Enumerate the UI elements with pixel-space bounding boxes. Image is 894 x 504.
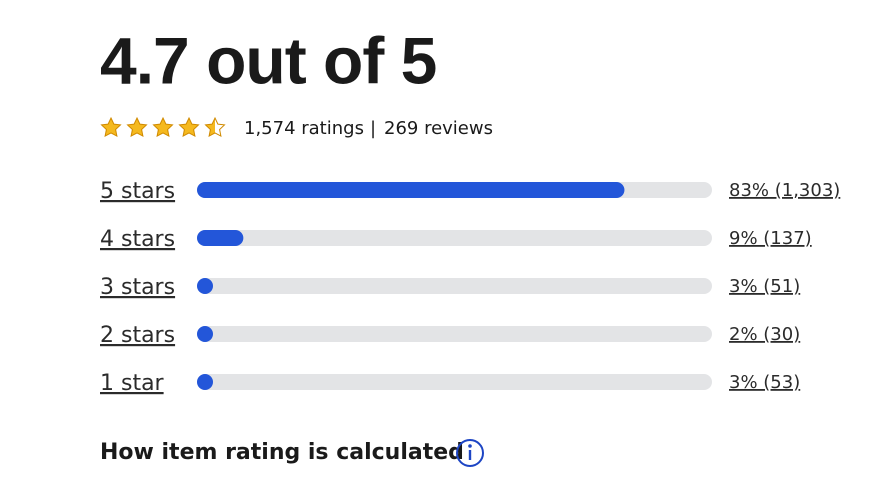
- percent-link[interactable]: 3% (51): [729, 276, 800, 297]
- bar: [197, 326, 213, 342]
- star-filter-link[interactable]: 3 stars: [100, 275, 175, 300]
- bar-track: [197, 326, 712, 342]
- star-rating-icons: [101, 117, 225, 137]
- bar: [197, 230, 244, 246]
- rating-title: 4.7 out of 5: [100, 23, 436, 97]
- reviews-count: 269 reviews: [384, 118, 493, 139]
- star-filter-link[interactable]: 2 stars: [100, 323, 175, 348]
- bar-track: [197, 374, 712, 390]
- bar: [197, 182, 625, 198]
- percent-link[interactable]: 83% (1,303): [729, 180, 840, 201]
- percent-link[interactable]: 9% (137): [729, 228, 812, 249]
- star-filter-link[interactable]: 1 star: [100, 371, 165, 396]
- info-icon[interactable]: [456, 439, 484, 467]
- bar-track: [197, 230, 712, 246]
- ratings-count: 1,574 ratings: [244, 118, 364, 139]
- star-filter-link[interactable]: 4 stars: [100, 227, 175, 252]
- bar: [197, 278, 213, 294]
- separator: |: [370, 118, 376, 139]
- bar: [197, 374, 213, 390]
- bar-track: [197, 278, 712, 294]
- rating-info-link[interactable]: How item rating is calculated: [100, 440, 464, 465]
- percent-link[interactable]: 2% (30): [729, 324, 800, 345]
- star-filter-link[interactable]: 5 stars: [100, 179, 175, 204]
- percent-link[interactable]: 3% (53): [729, 372, 800, 393]
